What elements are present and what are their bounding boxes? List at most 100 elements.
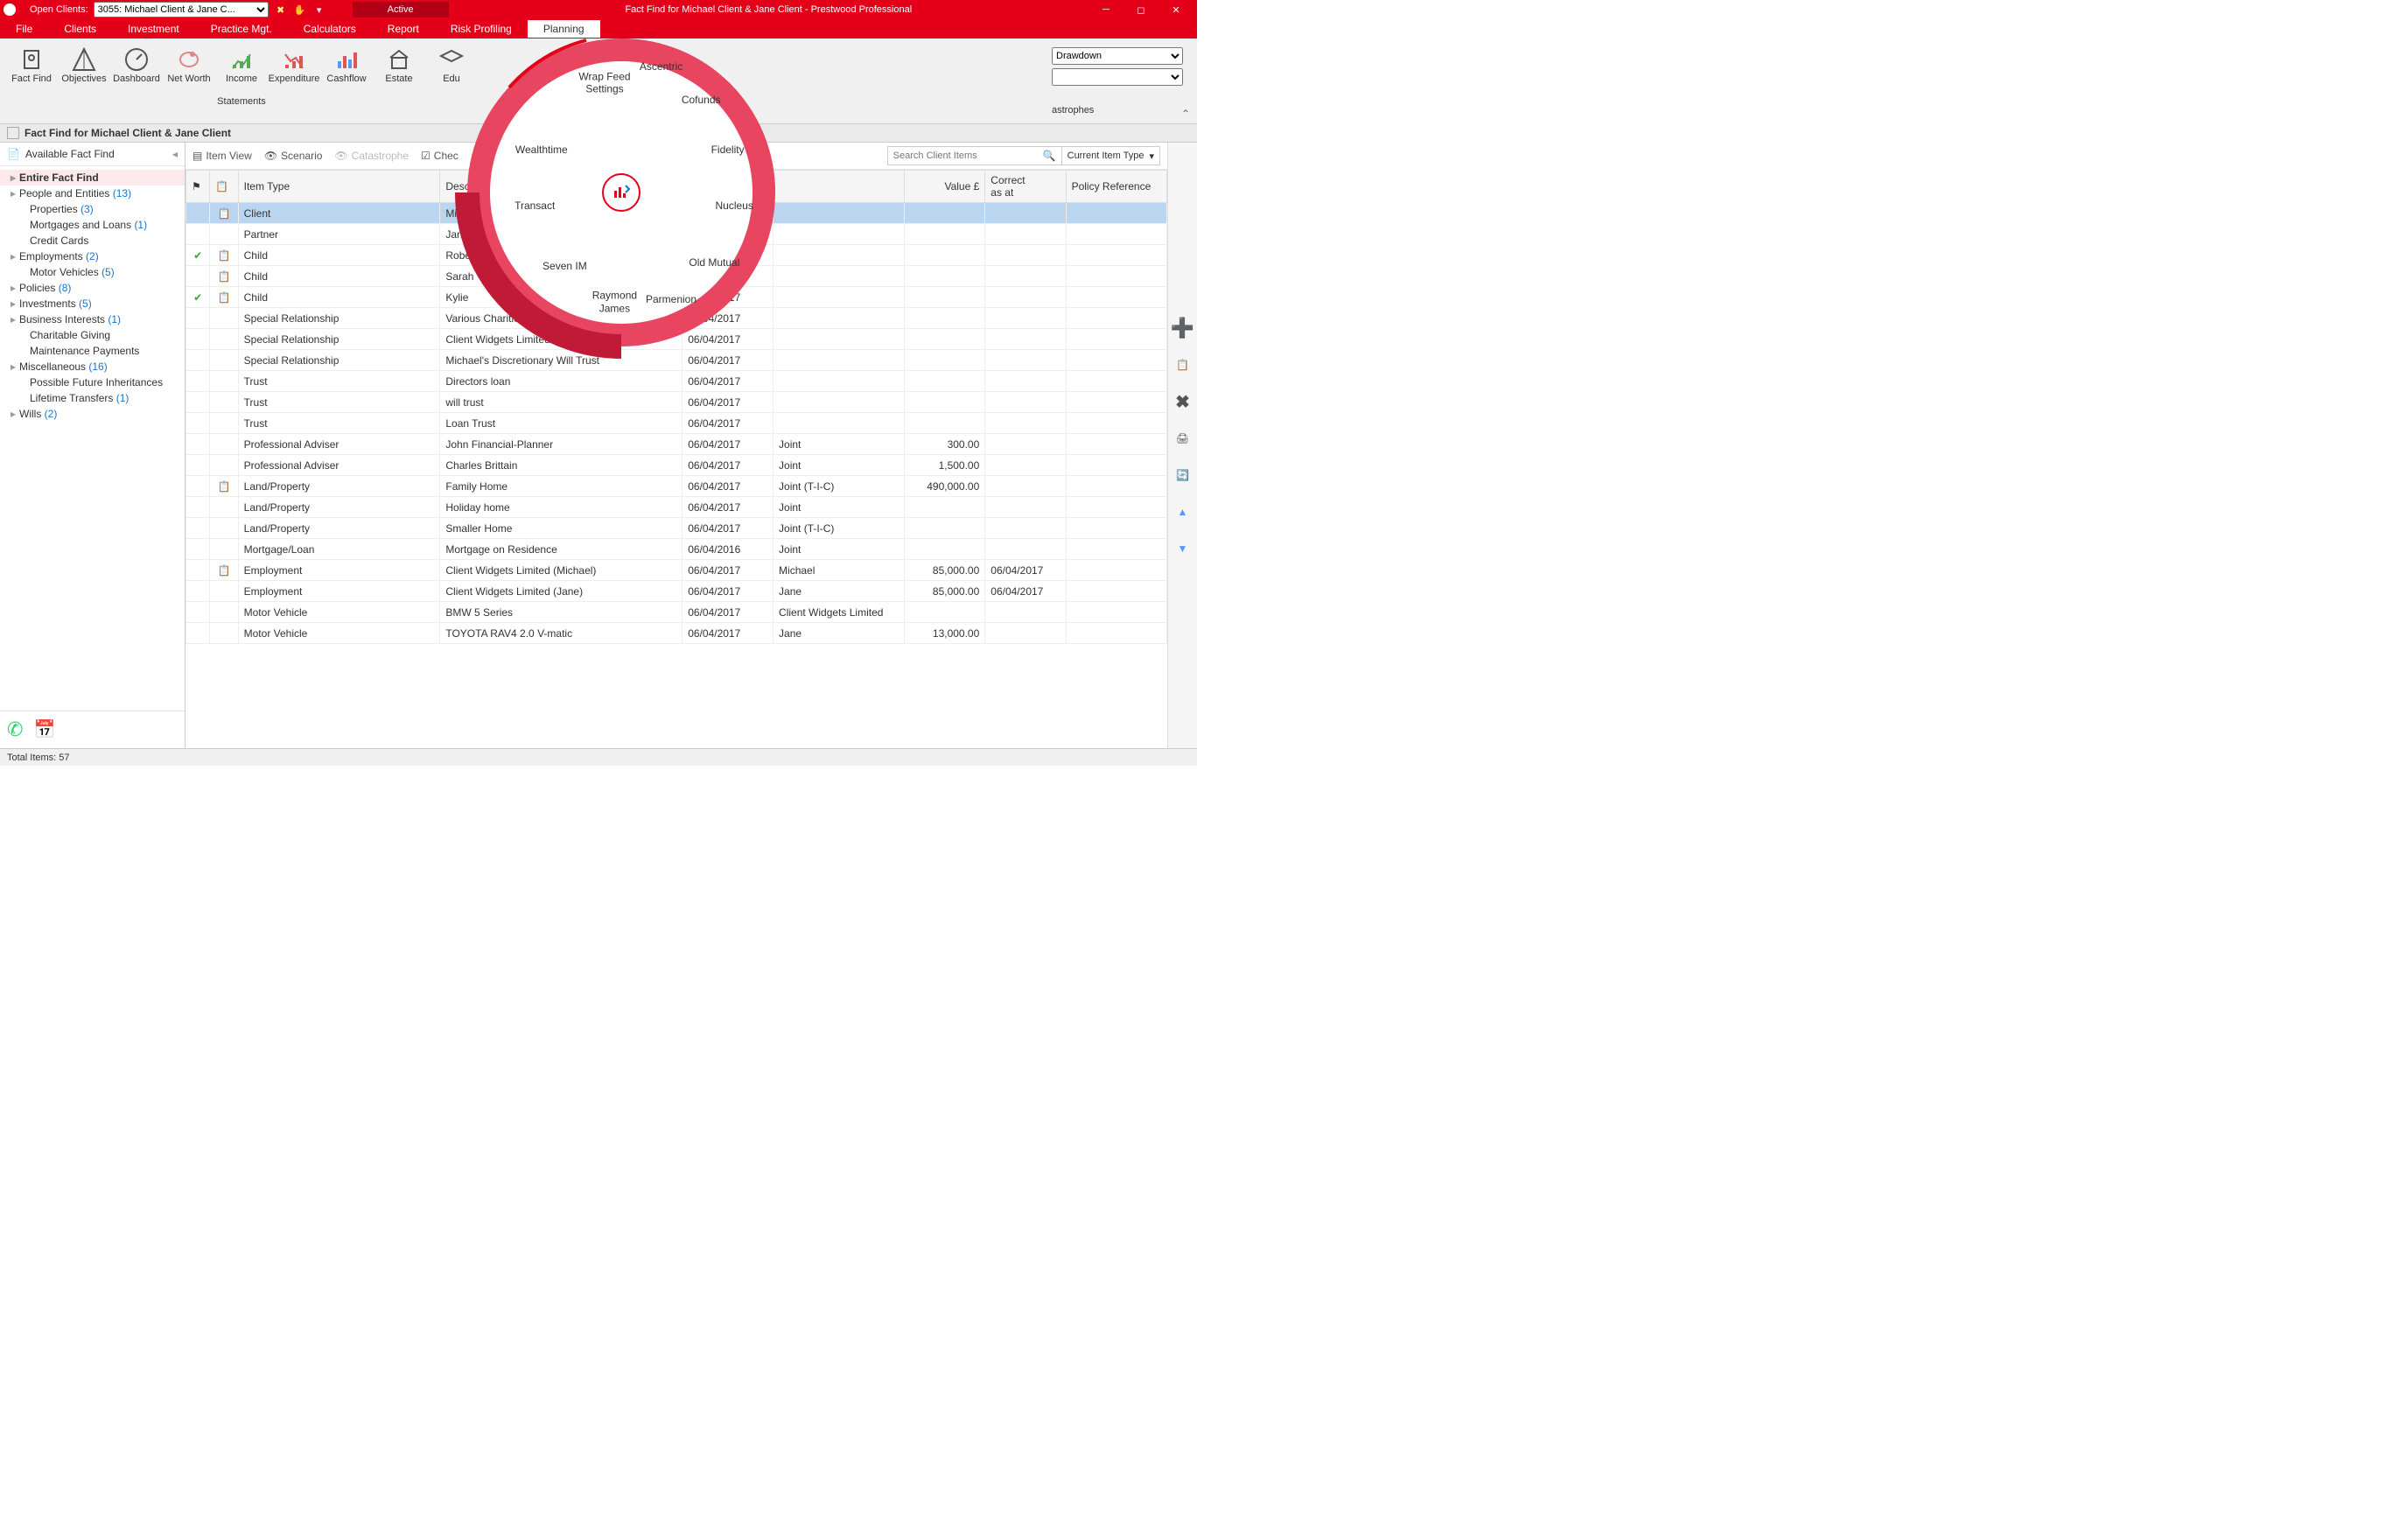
menu-practicemgt[interactable]: Practice Mgt. bbox=[195, 20, 288, 38]
tree-charitable-giving[interactable]: Charitable Giving bbox=[0, 327, 185, 343]
radial-menu[interactable]: ◀ ▶ Wrap Feed Settings Ascentric Cofunds Fi… bbox=[455, 26, 788, 359]
move-up-icon[interactable]: ▲ bbox=[1172, 501, 1194, 522]
refresh-icon[interactable]: 🔄 bbox=[1172, 465, 1194, 486]
move-down-icon[interactable]: ▼ bbox=[1172, 538, 1194, 559]
table-row[interactable]: Motor VehicleTOYOTA RAV4 2.0 V-matic06/0… bbox=[186, 623, 1167, 644]
tree-properties[interactable]: Properties (3) bbox=[0, 201, 185, 217]
calendar-icon[interactable]: 📅 bbox=[33, 718, 55, 741]
tree-motor-vehicles[interactable]: Motor Vehicles (5) bbox=[0, 264, 185, 280]
table-row[interactable]: Land/PropertySmaller Home06/04/2017Joint… bbox=[186, 518, 1167, 539]
catastrophe-button[interactable]: 👁Catastrophe bbox=[334, 150, 409, 162]
tree-credit-cards[interactable]: Credit Cards bbox=[0, 233, 185, 248]
tree-business-interests[interactable]: ▸Business Interests (1) bbox=[0, 312, 185, 327]
radial-prev-icon[interactable]: ◀ bbox=[480, 289, 486, 298]
maximize-button[interactable]: ◻ bbox=[1124, 0, 1158, 19]
tree-mortgages-and-loans[interactable]: Mortgages and Loans (1) bbox=[0, 217, 185, 233]
tree-policies[interactable]: ▸Policies (8) bbox=[0, 280, 185, 296]
radial-wrap-feed-settings[interactable]: Wrap Feed Settings bbox=[574, 70, 635, 95]
table-row[interactable]: 📋EmploymentClient Widgets Limited (Micha… bbox=[186, 560, 1167, 581]
ribbon-factfind-button[interactable]: Fact Find bbox=[5, 42, 58, 88]
tree-miscellaneous[interactable]: ▸Miscellaneous (16) bbox=[0, 359, 185, 374]
client-select[interactable]: 3055: Michael Client & Jane C... bbox=[94, 2, 269, 18]
copy-icon[interactable]: 📋 bbox=[1172, 354, 1194, 375]
radial-center-icon[interactable] bbox=[602, 173, 640, 212]
sidebar-collapse-icon[interactable]: ◂ bbox=[172, 148, 178, 160]
col-item_type[interactable]: Item Type bbox=[238, 171, 440, 203]
delete-icon[interactable]: ✖ bbox=[1172, 391, 1194, 412]
radial-wealthtime[interactable]: Wealthtime bbox=[515, 144, 568, 156]
radial-ascentric[interactable]: Ascentric bbox=[640, 60, 682, 73]
dropdown-icon[interactable]: ▾ bbox=[312, 3, 326, 17]
table-row[interactable]: EmploymentClient Widgets Limited (Jane)0… bbox=[186, 581, 1167, 602]
radial-cofunds[interactable]: Cofunds bbox=[682, 94, 721, 106]
close-client-icon[interactable]: ✖ bbox=[274, 3, 288, 17]
radial-raymond-james[interactable]: Raymond James bbox=[584, 290, 645, 315]
hand-icon[interactable]: ✋ bbox=[293, 3, 307, 17]
menu-calculators[interactable]: Calculators bbox=[288, 20, 372, 38]
col-flag[interactable]: ⚑ bbox=[186, 171, 210, 203]
scenario-button[interactable]: 👁Scenario bbox=[264, 150, 323, 162]
add-icon[interactable]: ➕ bbox=[1172, 318, 1194, 339]
check-button[interactable]: ☑Chec bbox=[421, 150, 458, 162]
ribbon-expenditure-button[interactable]: Expenditure bbox=[268, 42, 320, 88]
tree-investments[interactable]: ▸Investments (5) bbox=[0, 296, 185, 312]
table-row[interactable]: TrustLoan Trust06/04/2017 bbox=[186, 413, 1167, 434]
minimize-button[interactable]: ─ bbox=[1088, 0, 1124, 19]
table-row[interactable]: Land/PropertyHoliday home06/04/2017Joint bbox=[186, 497, 1167, 518]
col-policy[interactable]: Policy Reference bbox=[1066, 171, 1166, 203]
ribbon-objectives-button[interactable]: Objectives bbox=[58, 42, 110, 88]
drawdown-select[interactable]: Drawdown bbox=[1052, 47, 1183, 65]
whatsapp-icon[interactable]: ✆ bbox=[7, 718, 23, 741]
table-row[interactable]: Trustwill trust06/04/2017 bbox=[186, 392, 1167, 413]
col-correct[interactable]: Correctas at bbox=[985, 171, 1066, 203]
menu-clients[interactable]: Clients bbox=[48, 20, 112, 38]
radial-seven-im[interactable]: Seven IM bbox=[534, 259, 595, 271]
radial-transact[interactable]: Transact bbox=[514, 200, 555, 212]
active-tab[interactable]: Active bbox=[353, 2, 449, 18]
income-icon bbox=[228, 46, 256, 74]
radial-fidelity[interactable]: Fidelity bbox=[711, 144, 745, 156]
secondary-select[interactable] bbox=[1052, 68, 1183, 86]
item-view-button[interactable]: ▤Item View bbox=[192, 150, 252, 162]
dashboard-icon bbox=[122, 46, 150, 74]
collapse-ribbon-icon[interactable]: ⌃ bbox=[1181, 108, 1190, 120]
tree-lifetime-transfers[interactable]: Lifetime Transfers (1) bbox=[0, 390, 185, 406]
table-row[interactable]: 📋Land/PropertyFamily Home06/04/2017Joint… bbox=[186, 476, 1167, 497]
menu-file[interactable]: File bbox=[0, 20, 48, 38]
tree-entire-fact-find[interactable]: ▸Entire Fact Find bbox=[0, 170, 185, 186]
col-note[interactable]: 📋 bbox=[210, 171, 238, 203]
col-value[interactable]: Value £ bbox=[905, 171, 985, 203]
print-icon[interactable]: 🖨 bbox=[1172, 428, 1194, 449]
table-row[interactable]: TrustDirectors loan06/04/2017 bbox=[186, 371, 1167, 392]
table-row[interactable]: Professional AdviserCharles Brittain06/0… bbox=[186, 455, 1167, 476]
radial-nucleus[interactable]: Nucleus bbox=[716, 200, 753, 212]
filter-dropdown[interactable]: Current Item Type ▾ bbox=[1061, 146, 1160, 165]
search-input[interactable] bbox=[887, 146, 1062, 165]
radial-next-icon[interactable]: ▶ bbox=[740, 289, 747, 298]
menu-report[interactable]: Report bbox=[372, 20, 435, 38]
table-row[interactable]: Motor VehicleBMW 5 Series06/04/2017Clien… bbox=[186, 602, 1167, 623]
ribbon-cashflow-button[interactable]: Cashflow bbox=[320, 42, 373, 88]
networth-icon bbox=[175, 46, 203, 74]
document-title: Fact Find for Michael Client & Jane Clie… bbox=[24, 127, 231, 139]
tree-employments[interactable]: ▸Employments (2) bbox=[0, 248, 185, 264]
table-row[interactable]: Mortgage/LoanMortgage on Residence06/04/… bbox=[186, 539, 1167, 560]
close-button[interactable]: ✕ bbox=[1158, 0, 1194, 19]
tree-possible-future-inheritances[interactable]: Possible Future Inheritances bbox=[0, 374, 185, 390]
factfind-icon bbox=[18, 46, 46, 74]
expenditure-icon bbox=[280, 46, 308, 74]
right-rail: ➕ 📋 ✖ 🖨 🔄 ▲ ▼ bbox=[1167, 143, 1197, 748]
ribbon-estate-button[interactable]: Estate bbox=[373, 42, 425, 88]
radial-parmenion[interactable]: Parmenion bbox=[646, 293, 696, 305]
radial-old-mutual[interactable]: Old Mutual bbox=[689, 256, 739, 269]
tree-people-and-entities[interactable]: ▸People and Entities (13) bbox=[0, 186, 185, 201]
menu-investment[interactable]: Investment bbox=[112, 20, 195, 38]
ribbon-networth-button[interactable]: Net Worth bbox=[163, 42, 215, 88]
ribbon-dashboard-button[interactable]: Dashboard bbox=[110, 42, 163, 88]
col-owner[interactable] bbox=[774, 171, 905, 203]
ribbon-income-button[interactable]: Income bbox=[215, 42, 268, 88]
table-row[interactable]: Professional AdviserJohn Financial-Plann… bbox=[186, 434, 1167, 455]
tree-maintenance-payments[interactable]: Maintenance Payments bbox=[0, 343, 185, 359]
tree-wills[interactable]: ▸Wills (2) bbox=[0, 406, 185, 422]
search-icon[interactable]: 🔍 bbox=[1043, 150, 1056, 162]
